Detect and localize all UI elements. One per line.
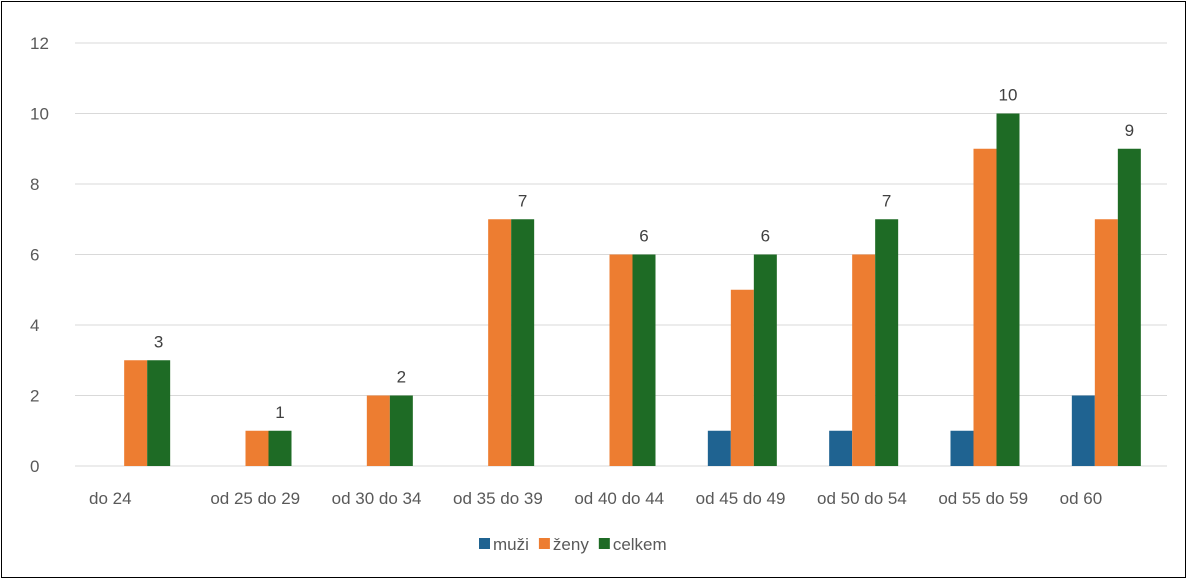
bar-celkem (147, 360, 171, 466)
legend-label: celkem (613, 535, 667, 554)
y-axis-ticks: 0 2 4 6 8 10 12 (30, 34, 49, 476)
bar-ženy (245, 430, 269, 466)
bar-celkem (632, 254, 656, 466)
y-tick-label: 6 (30, 246, 39, 265)
y-tick-label: 2 (30, 387, 39, 406)
x-axis-categories: do 24 od 25 do 29 od 30 do 34 od 35 do 39 od… (89, 489, 1102, 508)
data-label: 7 (882, 191, 891, 210)
bar-ženy (124, 360, 148, 466)
y-tick-label: 4 (30, 316, 39, 335)
bar-ženy (1094, 219, 1118, 466)
y-tick-label: 12 (30, 34, 49, 53)
bar-celkem (875, 219, 899, 466)
bars (124, 113, 1141, 466)
x-category-label: do 24 (89, 489, 132, 508)
data-label: 2 (397, 368, 406, 387)
legend-swatch-celkem (598, 538, 610, 549)
bar-celkem (1117, 148, 1141, 466)
data-label: 3 (154, 332, 163, 351)
bar-ženy (366, 395, 390, 466)
bar-ženy (730, 289, 754, 466)
y-tick-label: 0 (30, 457, 39, 476)
x-category-label: od 30 do 34 (332, 489, 422, 508)
bar-ženy (852, 254, 876, 466)
bar-ženy (609, 254, 633, 466)
bar-ženy (973, 148, 997, 466)
data-label: 9 (1125, 121, 1134, 140)
legend: muži ženy celkem (479, 535, 667, 554)
x-category-label: od 25 do 29 (210, 489, 300, 508)
bar-celkem (268, 430, 292, 466)
data-label: 10 (999, 86, 1018, 105)
data-label: 7 (518, 191, 527, 210)
legend-swatch-muži (479, 538, 490, 549)
data-labels: 3 1 2 7 6 6 7 10 9 (154, 86, 1134, 422)
bar-celkem (389, 395, 413, 466)
bar-celkem (996, 113, 1020, 466)
bar-muži (1071, 395, 1095, 466)
legend-swatch-ženy (538, 538, 550, 549)
x-category-label: od 60 (1060, 489, 1103, 508)
x-category-label: od 55 do 59 (938, 489, 1028, 508)
data-label: 6 (639, 227, 648, 246)
y-tick-label: 8 (30, 175, 39, 194)
bar-muži (707, 430, 731, 466)
bar-muži (950, 430, 974, 466)
bar-muži (829, 430, 853, 466)
data-label: 6 (761, 227, 770, 246)
legend-label: ženy (553, 535, 589, 554)
legend-label: muži (493, 535, 529, 554)
y-tick-label: 10 (30, 105, 49, 124)
bar-celkem (511, 219, 535, 466)
x-category-label: od 50 do 54 (817, 489, 907, 508)
x-category-label: od 45 do 49 (696, 489, 786, 508)
x-category-label: od 35 do 39 (453, 489, 543, 508)
bar-ženy (488, 219, 512, 466)
bar-celkem (753, 254, 777, 466)
data-label: 1 (275, 403, 284, 422)
x-category-label: od 40 do 44 (574, 489, 664, 508)
